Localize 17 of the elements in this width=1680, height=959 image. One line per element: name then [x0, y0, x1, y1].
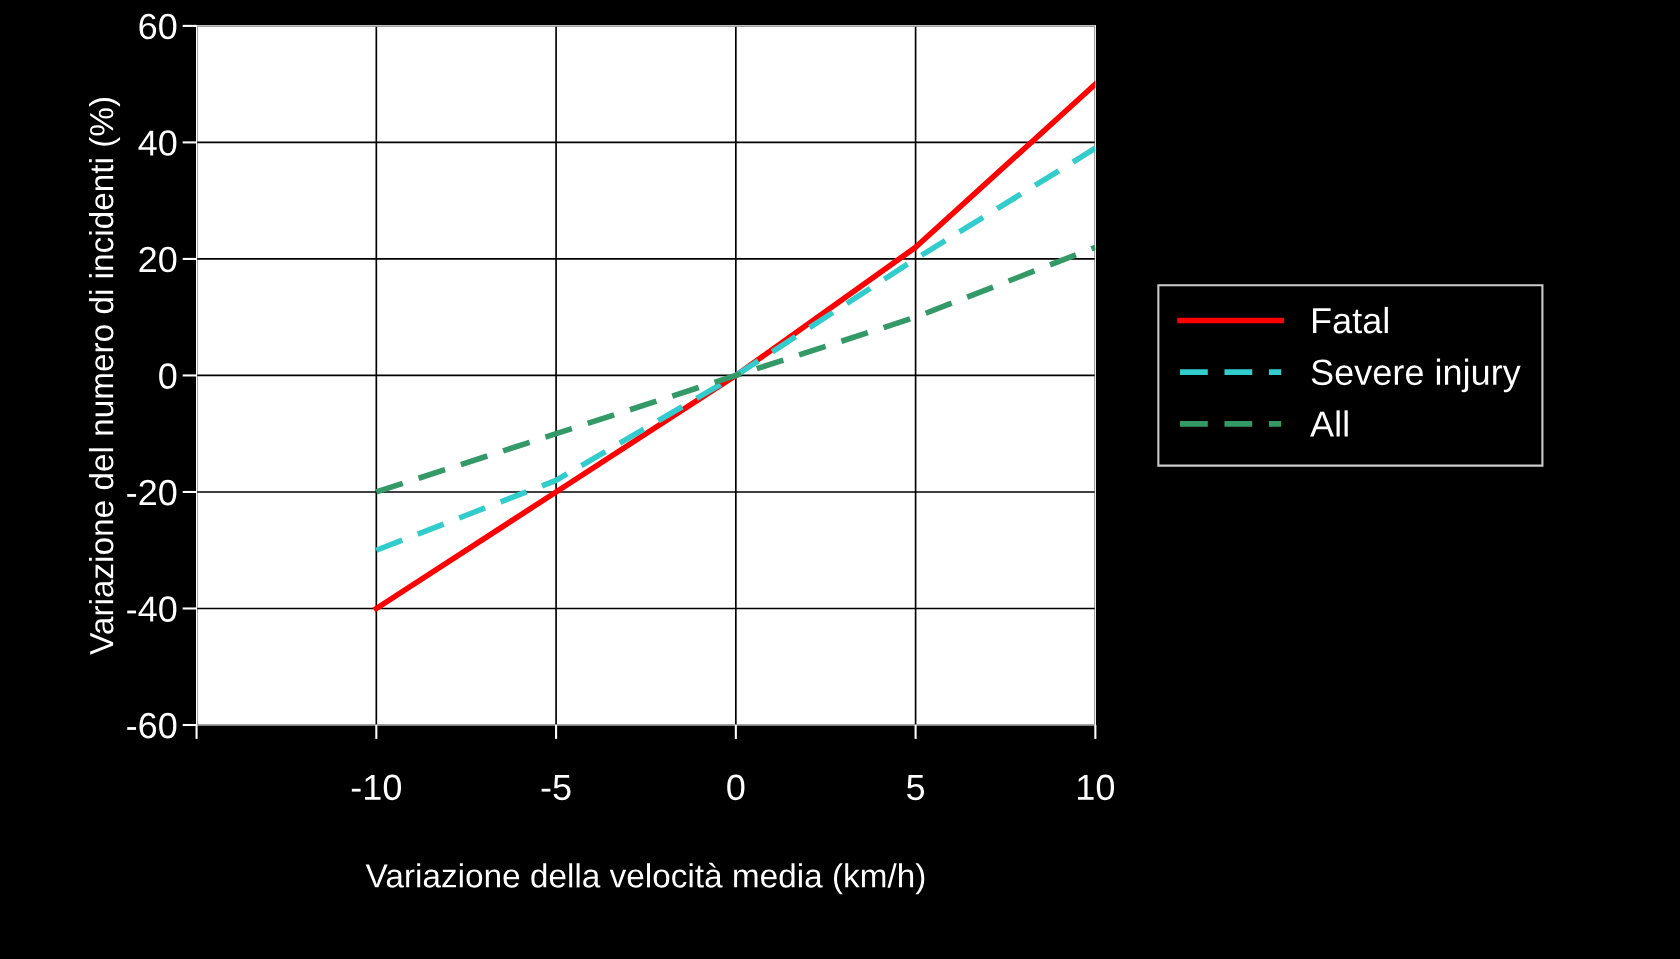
legend-label: All: [1310, 410, 1348, 437]
y-tick-label: -40: [127, 596, 177, 622]
x-tick-label: 10: [1078, 774, 1115, 801]
y-tick-label: 20: [139, 246, 177, 273]
y-tick-label: 60: [139, 13, 177, 40]
y-tick-label: -20: [127, 479, 177, 506]
y-tick-label: 0: [159, 363, 177, 389]
y-tick-label: -60: [127, 712, 177, 739]
x-tick-label: -5: [541, 774, 571, 801]
y-tick-label: 40: [138, 130, 177, 156]
legend-label: Severe injury: [1311, 358, 1521, 393]
x-axis-title: Variazione della velocità media (km/h): [365, 862, 925, 895]
x-tick-label: -10: [351, 774, 402, 801]
x-tick-label: 0: [727, 774, 745, 801]
y-axis-title: Variazione del numero di incidenti (%): [89, 98, 121, 655]
x-tick-label: 5: [907, 774, 925, 801]
legend-label: Fatal: [1312, 306, 1388, 334]
